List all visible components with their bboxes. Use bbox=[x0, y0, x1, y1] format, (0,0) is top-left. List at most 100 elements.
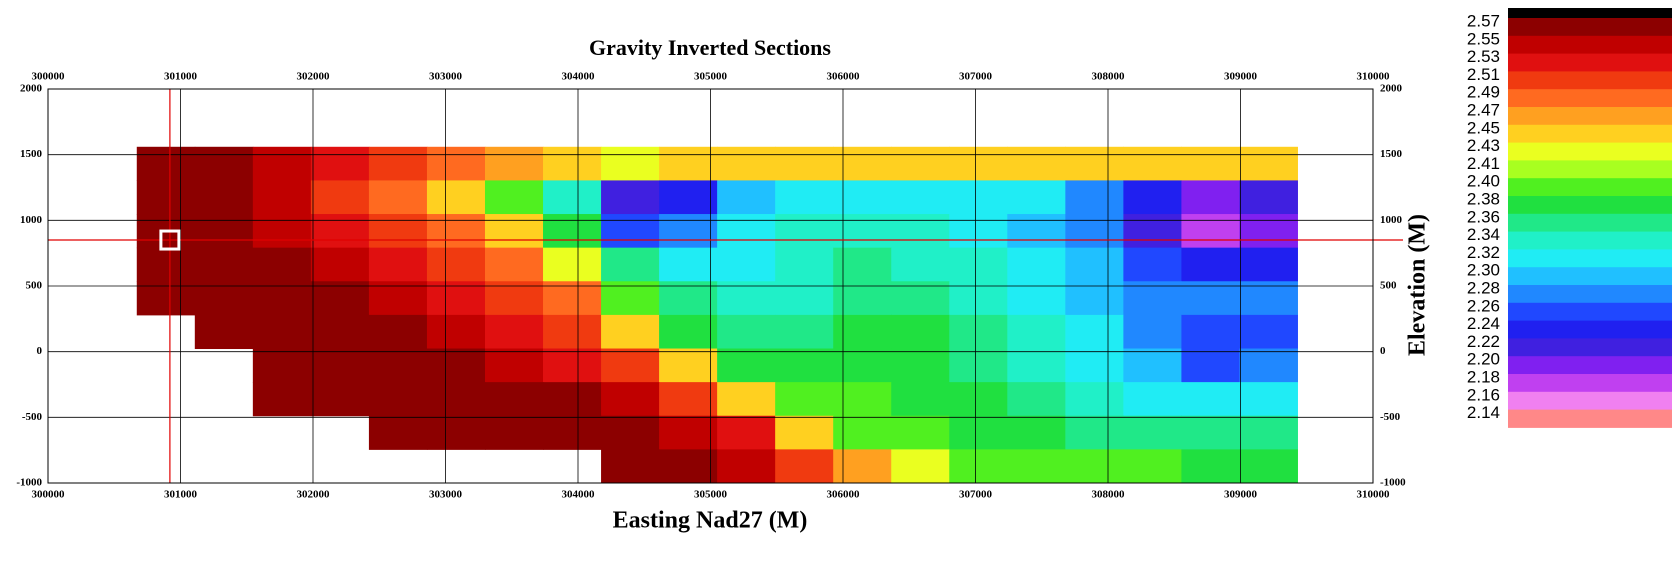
heat-cell bbox=[659, 348, 718, 383]
x-axis-label: Easting Nad27 (M) bbox=[613, 508, 808, 534]
heat-cell bbox=[1007, 314, 1066, 350]
y-tick-label: 1500 bbox=[1380, 148, 1403, 160]
heat-cell bbox=[310, 281, 370, 316]
heat-cell bbox=[484, 348, 544, 383]
heat-cell bbox=[717, 247, 776, 282]
heat-cell bbox=[426, 247, 486, 282]
heat-cell bbox=[1181, 281, 1240, 316]
heat-cell bbox=[601, 247, 660, 282]
heat-cell bbox=[1239, 415, 1298, 450]
heat-cell bbox=[1007, 348, 1066, 383]
heat-cell bbox=[891, 247, 950, 282]
y-tick-label: 1500 bbox=[20, 148, 43, 160]
y-tick-label: 0 bbox=[37, 345, 43, 357]
heat-cell bbox=[543, 180, 602, 215]
heat-cell bbox=[543, 314, 602, 350]
heat-cell bbox=[891, 214, 950, 249]
y-tick-label: 1000 bbox=[20, 214, 43, 226]
heat-cell bbox=[1007, 382, 1066, 417]
heat-cell bbox=[659, 382, 718, 417]
y-axis-label: Elevation (M) bbox=[1405, 214, 1431, 356]
heat-cell bbox=[136, 281, 196, 316]
heat-cell bbox=[659, 146, 718, 181]
heat-cell bbox=[659, 180, 718, 215]
colorbar-swatch bbox=[1508, 107, 1672, 126]
colorbar-label: 2.36 bbox=[1467, 207, 1500, 226]
heat-cell bbox=[1123, 348, 1182, 383]
colorbar-label: 2.26 bbox=[1467, 296, 1500, 315]
heat-cell bbox=[1239, 180, 1298, 215]
heat-cell bbox=[659, 247, 718, 282]
heat-cell bbox=[426, 382, 486, 417]
x-tick-label: 306000 bbox=[827, 489, 861, 501]
colorbar-label: 2.24 bbox=[1467, 314, 1500, 333]
colorbar-label: 2.16 bbox=[1467, 385, 1500, 404]
heat-cell bbox=[833, 314, 892, 350]
heat-cell bbox=[1123, 146, 1182, 181]
heat-cell bbox=[891, 415, 950, 450]
heat-cell bbox=[194, 180, 254, 215]
x-tick-label: 310000 bbox=[1357, 71, 1391, 83]
heat-cell bbox=[601, 146, 660, 181]
heat-cell bbox=[1239, 348, 1298, 383]
heat-cell bbox=[775, 214, 834, 249]
x-tick-label: 304000 bbox=[562, 71, 596, 83]
heat-cell bbox=[775, 180, 834, 215]
x-tick-label: 310000 bbox=[1357, 489, 1391, 501]
heat-cell bbox=[659, 281, 718, 316]
heat-cell bbox=[949, 348, 1008, 383]
x-tick-label: 309000 bbox=[1224, 71, 1258, 83]
heat-cell bbox=[1123, 314, 1182, 350]
heat-cell bbox=[891, 348, 950, 383]
heat-cell bbox=[426, 146, 486, 181]
heat-cell bbox=[368, 180, 428, 215]
heat-cell bbox=[426, 314, 486, 350]
heat-cell bbox=[310, 348, 370, 383]
heat-cell bbox=[426, 214, 486, 249]
colorbar-swatch bbox=[1508, 53, 1672, 72]
heat-cell bbox=[1123, 415, 1182, 450]
x-tick-label: 305000 bbox=[694, 71, 728, 83]
heat-cell bbox=[252, 348, 312, 383]
colorbar-label: 2.53 bbox=[1467, 47, 1500, 66]
heat-cell bbox=[368, 146, 428, 181]
heat-cell bbox=[484, 146, 544, 181]
heat-cell bbox=[1007, 281, 1066, 316]
heat-cell bbox=[1007, 180, 1066, 215]
heat-cell bbox=[891, 382, 950, 417]
colorbar-swatch bbox=[1508, 391, 1672, 411]
colorbar-label: 2.28 bbox=[1467, 278, 1500, 297]
heat-cell bbox=[717, 180, 776, 215]
heat-cell bbox=[252, 146, 312, 181]
heat-cell bbox=[1065, 415, 1124, 450]
heat-cell bbox=[601, 348, 660, 383]
heat-cell bbox=[1007, 449, 1066, 484]
heat-cell bbox=[1239, 146, 1298, 181]
heat-cell bbox=[136, 247, 196, 282]
heat-cell bbox=[717, 449, 776, 484]
colorbar-swatch bbox=[1508, 409, 1672, 428]
heat-cell bbox=[484, 247, 544, 282]
heat-cell bbox=[833, 180, 892, 215]
heat-cell bbox=[717, 214, 776, 249]
x-tick-label: 307000 bbox=[959, 71, 993, 83]
heat-cell bbox=[136, 146, 196, 181]
heat-cell bbox=[484, 180, 544, 215]
heat-cell bbox=[601, 415, 660, 450]
heat-cell bbox=[601, 281, 660, 316]
heat-cell bbox=[1123, 449, 1182, 484]
x-tick-label: 303000 bbox=[429, 71, 463, 83]
heat-cell bbox=[775, 314, 834, 350]
heat-cell bbox=[543, 281, 602, 316]
heat-cell bbox=[717, 348, 776, 383]
colorbar-label: 2.55 bbox=[1467, 29, 1500, 48]
heat-cell bbox=[833, 449, 892, 484]
colorbar-swatch bbox=[1508, 142, 1672, 161]
colorbar-label: 2.45 bbox=[1467, 118, 1500, 137]
heat-cell bbox=[136, 180, 196, 215]
colorbar-label: 2.34 bbox=[1467, 225, 1500, 244]
y-label-background bbox=[1407, 195, 1431, 375]
colorbar-swatch bbox=[1508, 18, 1672, 37]
y-tick-label: 0 bbox=[1380, 345, 1386, 357]
colorbar-label: 2.30 bbox=[1467, 261, 1500, 280]
